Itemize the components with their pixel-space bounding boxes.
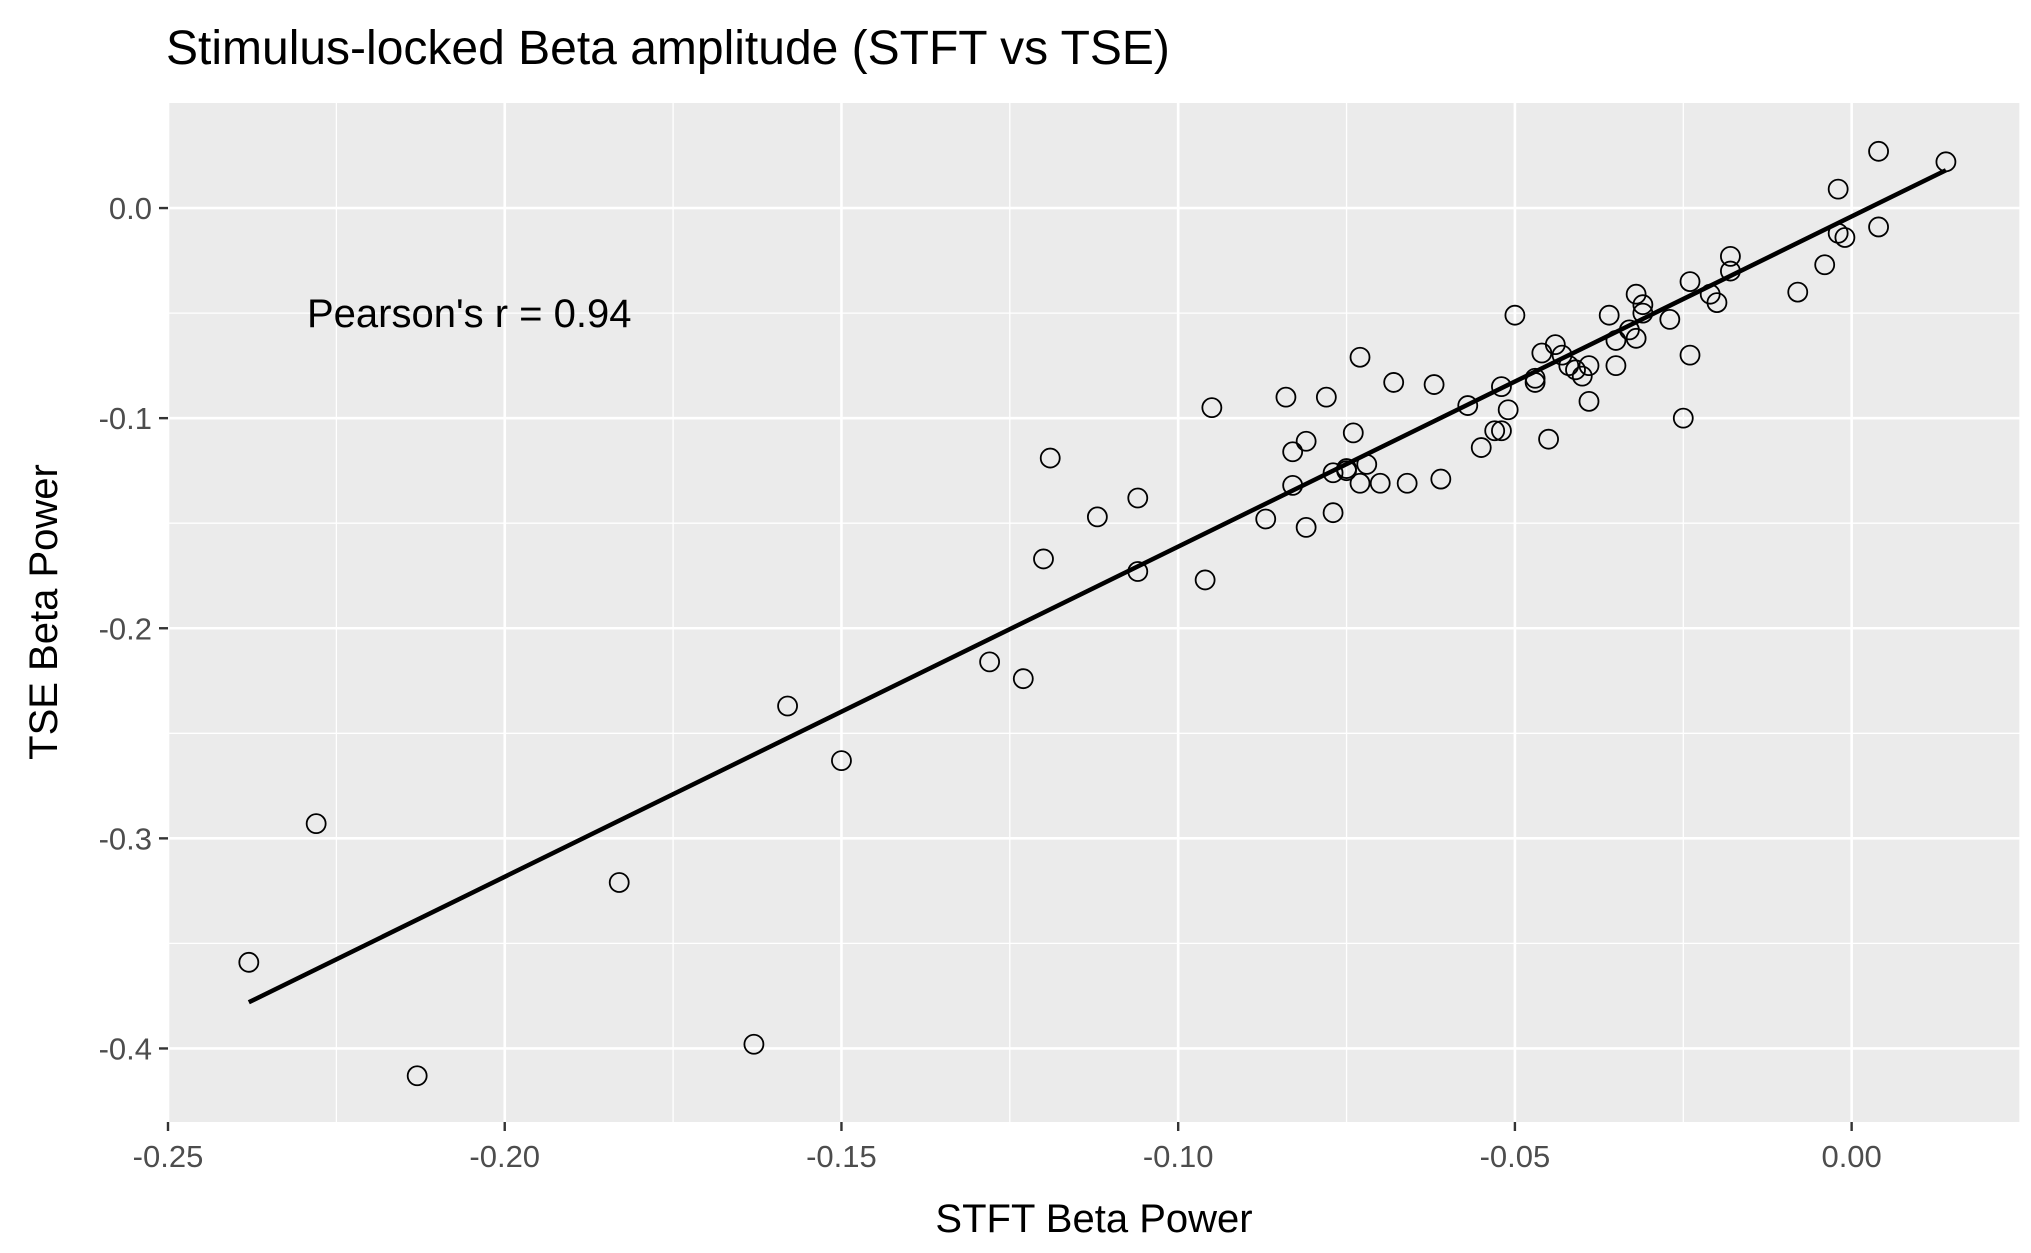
- data-point: [1383, 372, 1405, 393]
- data-point: [1706, 292, 1728, 313]
- data-point: [1484, 420, 1506, 442]
- data-point: [305, 813, 327, 835]
- data-point: [777, 695, 798, 717]
- data-point: [1369, 472, 1391, 494]
- data-point: [1720, 260, 1741, 282]
- data-point: [1396, 472, 1418, 494]
- data-point: [1605, 355, 1627, 377]
- data-point: [1551, 344, 1573, 366]
- data-point: [1491, 376, 1512, 398]
- major-gridlines: [166, 103, 2020, 1122]
- data-point: [1322, 502, 1344, 524]
- data-point: [1558, 355, 1580, 377]
- data-point: [1275, 386, 1297, 408]
- data-point: [1632, 302, 1654, 324]
- data-point: [1322, 462, 1344, 484]
- data-point: [1834, 227, 1856, 248]
- data-point: [1625, 283, 1647, 305]
- data-point: [1127, 487, 1149, 509]
- data-point: [1295, 517, 1317, 538]
- data-point: [238, 951, 260, 973]
- data-point: [1524, 367, 1546, 389]
- y-axis-ticks: 0.0 -0.1 -0.2 -0.3 -0.4: [99, 191, 168, 1066]
- data-point: [1470, 437, 1492, 458]
- x-tick-label: -0.15: [806, 1139, 877, 1174]
- data-point: [1491, 420, 1512, 442]
- data-point: [743, 1033, 765, 1055]
- data-point: [1659, 309, 1681, 330]
- data-point: [831, 750, 852, 772]
- data-point: [1457, 395, 1479, 416]
- data-point: [1868, 216, 1889, 238]
- data-point: [1349, 346, 1371, 368]
- data-point: [1127, 561, 1149, 582]
- data-point: [1336, 460, 1357, 482]
- y-tick-label: 0.0: [109, 191, 152, 226]
- data-point: [1544, 334, 1566, 356]
- data-point: [406, 1065, 428, 1087]
- y-tick-label: -0.1: [99, 401, 152, 436]
- data-point: [1282, 441, 1304, 463]
- data-point: [979, 651, 1001, 673]
- minor-gridlines: [168, 103, 2021, 1122]
- data-point: [1201, 397, 1223, 419]
- data-point: [1578, 390, 1600, 412]
- y-tick-label: -0.4: [99, 1031, 152, 1066]
- plot-panel: [168, 103, 2020, 1122]
- data-point: [1086, 506, 1108, 528]
- y-tick-label: -0.3: [99, 821, 152, 856]
- regression-line: [247, 168, 1947, 1005]
- data-point: [1571, 365, 1593, 387]
- data-point: [1565, 359, 1586, 381]
- data-point: [1814, 254, 1836, 276]
- data-point: [1315, 386, 1337, 408]
- data-point: [1827, 222, 1849, 244]
- data-point: [1672, 407, 1694, 429]
- data-point: [1430, 468, 1452, 490]
- data-point: [1423, 374, 1445, 395]
- data-point: [1342, 422, 1364, 444]
- data-point: [1504, 304, 1526, 326]
- data-point: [1935, 151, 1957, 173]
- x-axis-ticks: -0.25 -0.20 -0.15 -0.10 -0.05 0.00: [133, 1122, 1882, 1174]
- data-point: [1632, 294, 1654, 316]
- x-tick-label: -0.05: [1480, 1139, 1551, 1174]
- x-tick-label: 0.00: [1821, 1139, 1881, 1174]
- data-point: [1538, 428, 1559, 450]
- data-point: [1012, 668, 1034, 690]
- y-tick-label: -0.2: [99, 611, 152, 646]
- data-point: [1720, 245, 1741, 267]
- data-point: [1868, 140, 1889, 162]
- data-point: [1578, 355, 1600, 377]
- y-axis-title: TSE Beta Power: [22, 464, 66, 760]
- x-axis-title: STFT Beta Power: [935, 1197, 1252, 1241]
- data-point: [1349, 472, 1371, 494]
- data-point: [1605, 330, 1627, 351]
- data-point: [1295, 430, 1317, 452]
- data-point: [1033, 548, 1054, 570]
- data-point: [1194, 569, 1216, 591]
- data-point: [1039, 447, 1061, 469]
- data-point: [1356, 453, 1378, 475]
- data-point: [1497, 399, 1519, 421]
- data-point: [1625, 327, 1647, 349]
- data-point: [1255, 508, 1277, 530]
- chart-title: Stimulus-locked Beta amplitude (STFT vs …: [166, 22, 1170, 75]
- regression-line-layer: [247, 168, 1947, 1005]
- data-point: [1827, 178, 1849, 200]
- points-layer: [238, 140, 1957, 1087]
- x-tick-label: -0.25: [133, 1139, 204, 1174]
- data-point: [1282, 474, 1304, 496]
- data-point: [1787, 281, 1809, 303]
- pearson-annotation: Pearson's r = 0.94: [307, 292, 632, 336]
- x-tick-label: -0.20: [469, 1139, 540, 1174]
- data-point: [608, 872, 630, 893]
- x-tick-label: -0.10: [1143, 1139, 1214, 1174]
- data-point: [1679, 344, 1701, 366]
- data-point: [1679, 271, 1701, 292]
- data-point: [1598, 304, 1620, 326]
